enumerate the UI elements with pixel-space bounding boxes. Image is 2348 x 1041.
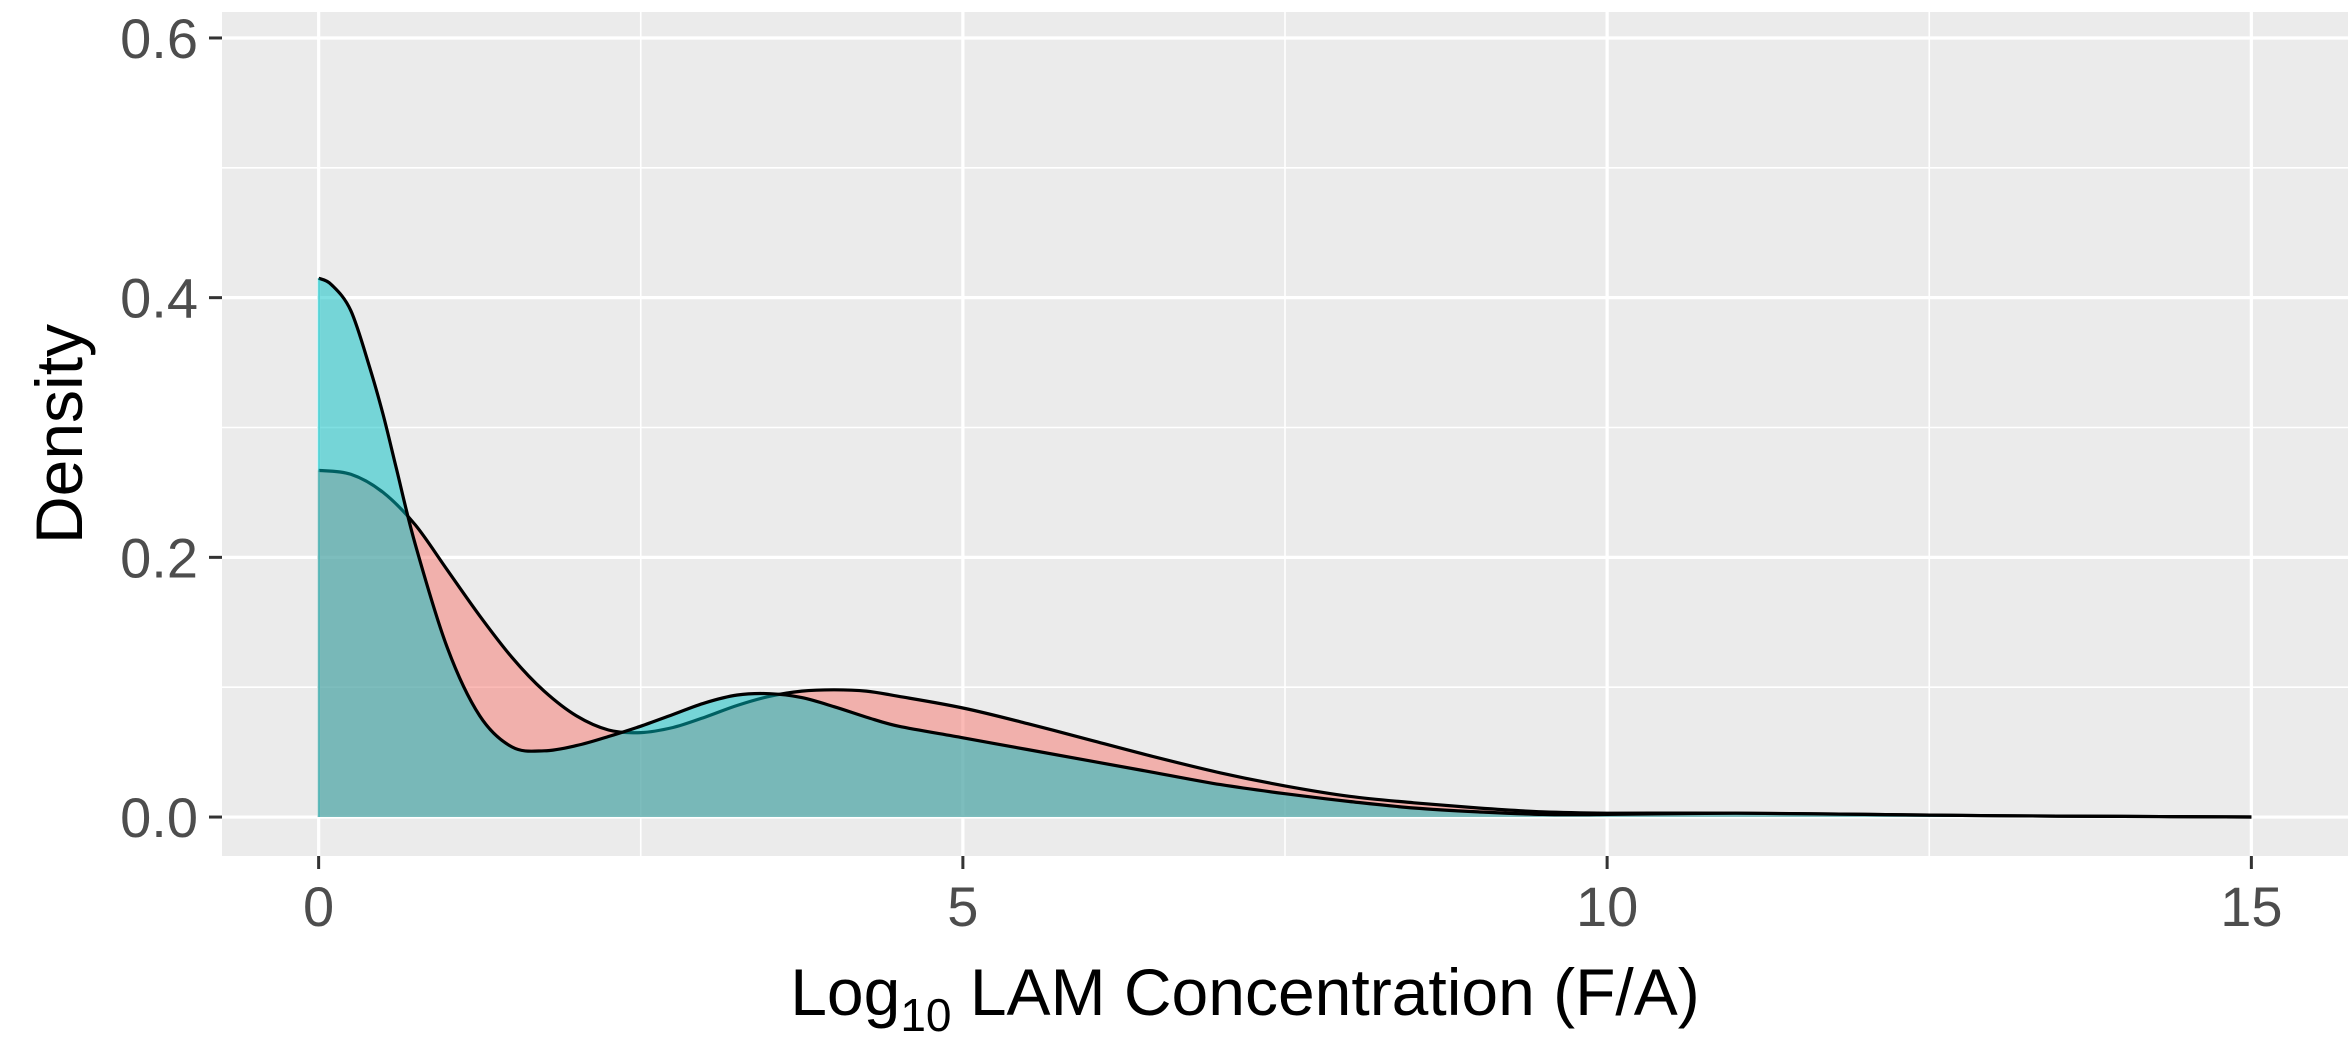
x-axis: 0 5 10 15: [303, 856, 2283, 938]
y-axis: 0.0 0.2 0.4 0.6: [120, 7, 222, 849]
y-axis-title: Density: [22, 324, 96, 544]
y-tick-label: 0.4: [120, 267, 198, 330]
x-axis-title-prefix: Log: [790, 955, 900, 1029]
x-tick-label: 10: [1576, 875, 1638, 938]
y-tick-label: 0.0: [120, 786, 198, 849]
x-axis-title-suffix: LAM Concentration (F/A): [952, 955, 1700, 1029]
density-curve-2: [317, 276, 2252, 819]
x-tick-label: 5: [947, 875, 978, 938]
x-tick-label: 0: [303, 875, 334, 938]
x-tick-label: 15: [2220, 875, 2282, 938]
y-tick-label: 0.2: [120, 526, 198, 589]
density-area-2: [318, 278, 2252, 817]
y-tick-label: 0.6: [120, 7, 198, 70]
density-series: [317, 276, 2252, 819]
x-axis-title-subscript: 10: [900, 989, 951, 1041]
x-axis-title: Log10 LAM Concentration (F/A): [790, 955, 1700, 1041]
minor-gridlines: [222, 12, 2348, 856]
